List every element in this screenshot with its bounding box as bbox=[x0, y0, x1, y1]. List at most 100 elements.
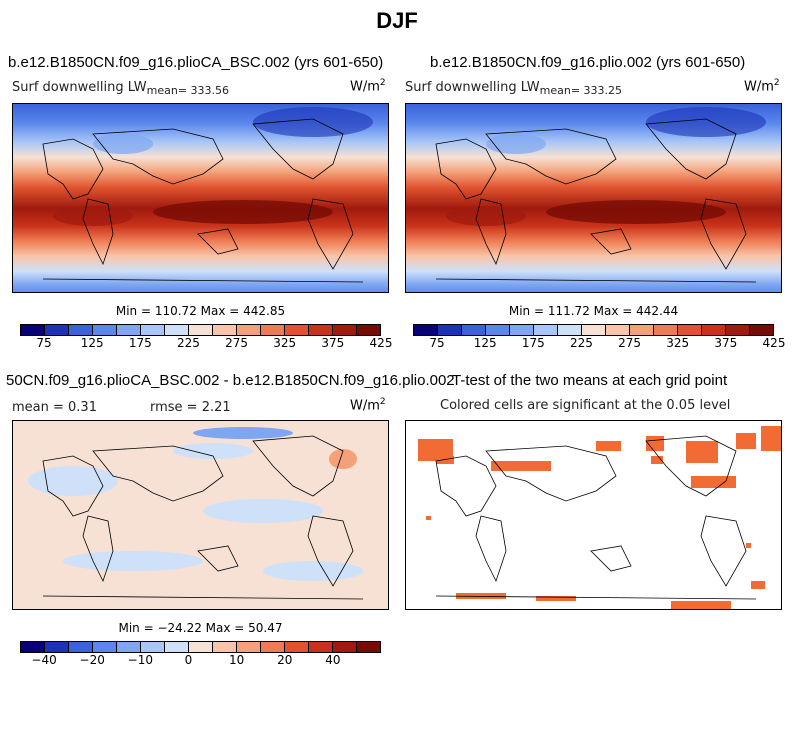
colorbar-swatch bbox=[438, 325, 462, 335]
colorbar-tick-label: 225 bbox=[177, 336, 200, 350]
colorbar-swatch bbox=[333, 325, 357, 335]
colorbar-tick-label: 125 bbox=[80, 336, 104, 350]
colorbar-swatch bbox=[357, 642, 380, 652]
panel3-map-svg bbox=[13, 421, 388, 609]
colorbar-swatch bbox=[678, 325, 702, 335]
colorbar-swatch bbox=[726, 325, 750, 335]
colorbar-tick-label: 375 bbox=[321, 336, 345, 350]
colorbar-swatch bbox=[189, 325, 213, 335]
colorbar-swatch bbox=[309, 325, 333, 335]
panel4-subtitle: Colored cells are significant at the 0.0… bbox=[440, 398, 731, 413]
panel2-subtitle: Surf downwelling LWmean= 333.25 bbox=[405, 80, 622, 97]
colorbar-swatch bbox=[702, 325, 726, 335]
colorbar-tick-label: 75 bbox=[429, 336, 445, 350]
panel3-colorbar bbox=[20, 641, 381, 653]
colorbar-swatch bbox=[333, 642, 357, 652]
colorbar-swatch bbox=[213, 642, 237, 652]
colorbar-swatch bbox=[21, 325, 45, 335]
colorbar-swatch bbox=[69, 642, 93, 652]
colorbar-tick-label: 175 bbox=[521, 336, 545, 350]
colorbar-swatch bbox=[414, 325, 438, 335]
colorbar-swatch bbox=[237, 642, 261, 652]
colorbar-tick-label: 375 bbox=[714, 336, 738, 350]
panel1-mean: mean= 333.56 bbox=[146, 84, 230, 97]
colorbar-tick-label: 125 bbox=[473, 336, 497, 350]
colorbar-swatch bbox=[558, 325, 582, 335]
colorbar-swatch bbox=[462, 325, 486, 335]
panel1-units: W/m2 bbox=[350, 78, 386, 95]
colorbar-swatch bbox=[93, 642, 117, 652]
colorbar-swatch bbox=[213, 325, 237, 335]
colorbar-swatch bbox=[93, 325, 117, 335]
colorbar-swatch bbox=[165, 642, 189, 652]
colorbar-tick-label: 20 bbox=[277, 653, 293, 667]
colorbar-tick-label: 175 bbox=[128, 336, 152, 350]
colorbar-swatch bbox=[141, 642, 165, 652]
panel1-colorbar-ticks: 75 125 175 225 275 325 375 425 bbox=[20, 336, 392, 352]
panel3-units: W/m2 bbox=[350, 397, 386, 414]
colorbar-tick-label: −20 bbox=[79, 653, 105, 667]
colorbar-swatch bbox=[654, 325, 678, 335]
colorbar-swatch bbox=[69, 325, 93, 335]
panel2-minmax: Min = 111.72 Max = 442.44 bbox=[508, 304, 679, 318]
panel4-title: T-test of the two means at each grid poi… bbox=[452, 372, 728, 389]
colorbar-swatch bbox=[45, 642, 69, 652]
colorbar-tick-label: 225 bbox=[570, 336, 593, 350]
colorbar-swatch bbox=[309, 642, 333, 652]
colorbar-swatch bbox=[606, 325, 630, 335]
panel2-var-label: Surf downwelling LW bbox=[405, 80, 540, 95]
colorbar-swatch bbox=[165, 325, 189, 335]
colorbar-tick-label: 275 bbox=[618, 336, 642, 350]
panel3-colorbar-ticks: −40 −20 −10 0 10 20 40 bbox=[20, 653, 381, 669]
panel3-map bbox=[12, 420, 389, 610]
panel2-units: W/m2 bbox=[744, 78, 780, 95]
panel1-map bbox=[12, 103, 389, 293]
colorbar-tick-label: 75 bbox=[36, 336, 52, 350]
panel2-map bbox=[405, 103, 782, 293]
panel2-map-svg bbox=[406, 104, 781, 292]
panel3-mean: mean = 0.31 bbox=[12, 400, 97, 415]
colorbar-tick-label: 275 bbox=[225, 336, 249, 350]
colorbar-tick-label: 325 bbox=[666, 336, 690, 350]
panel2-colorbar bbox=[413, 324, 774, 336]
panel1-subtitle: Surf downwelling LWmean= 333.56 bbox=[12, 80, 229, 97]
colorbar-swatch bbox=[117, 642, 141, 652]
panel2-colorbar-ticks: 75 125 175 225 275 325 375 425 bbox=[413, 336, 785, 352]
panel3-rmse: rmse = 2.21 bbox=[150, 400, 231, 415]
panel3-title: 50CN.f09_g16.plioCA_BSC.002 - b.e12.B185… bbox=[6, 372, 455, 389]
colorbar-swatch bbox=[285, 642, 309, 652]
colorbar-swatch bbox=[510, 325, 534, 335]
colorbar-tick-label: −40 bbox=[31, 653, 57, 667]
panel1-map-svg bbox=[13, 104, 388, 292]
colorbar-swatch bbox=[21, 642, 45, 652]
colorbar-tick-label: 325 bbox=[273, 336, 297, 350]
colorbar-swatch bbox=[582, 325, 606, 335]
colorbar-tick-label: −10 bbox=[127, 653, 153, 667]
colorbar-swatch bbox=[237, 325, 261, 335]
colorbar-tick-label: 0 bbox=[184, 653, 193, 667]
colorbar-swatch bbox=[45, 325, 69, 335]
colorbar-swatch bbox=[141, 325, 165, 335]
colorbar-swatch bbox=[534, 325, 558, 335]
colorbar-tick-label: 10 bbox=[228, 653, 245, 667]
colorbar-swatch bbox=[486, 325, 510, 335]
colorbar-tick-label: 425 bbox=[369, 336, 393, 350]
panel1-title: b.e12.B1850CN.f09_g16.plioCA_BSC.002 (yr… bbox=[8, 54, 384, 71]
panel4-map bbox=[405, 420, 782, 610]
panel1-minmax: Min = 110.72 Max = 442.85 bbox=[115, 304, 286, 318]
colorbar-swatch bbox=[189, 642, 213, 652]
colorbar-swatch bbox=[357, 325, 380, 335]
panel1-colorbar bbox=[20, 324, 381, 336]
colorbar-swatch bbox=[261, 325, 285, 335]
colorbar-swatch bbox=[285, 325, 309, 335]
panel1-var-label: Surf downwelling LW bbox=[12, 80, 147, 95]
panel2-title: b.e12.B1850CN.f09_g16.plio.002 (yrs 601-… bbox=[430, 54, 746, 71]
colorbar-swatch bbox=[750, 325, 773, 335]
figure-title: DJF bbox=[376, 8, 418, 33]
colorbar-swatch bbox=[630, 325, 654, 335]
panel4-map-svg bbox=[406, 421, 781, 609]
colorbar-swatch bbox=[117, 325, 141, 335]
panel2-mean: mean= 333.25 bbox=[539, 84, 623, 97]
colorbar-tick-label: 425 bbox=[762, 336, 786, 350]
colorbar-tick-label: 40 bbox=[325, 653, 341, 667]
